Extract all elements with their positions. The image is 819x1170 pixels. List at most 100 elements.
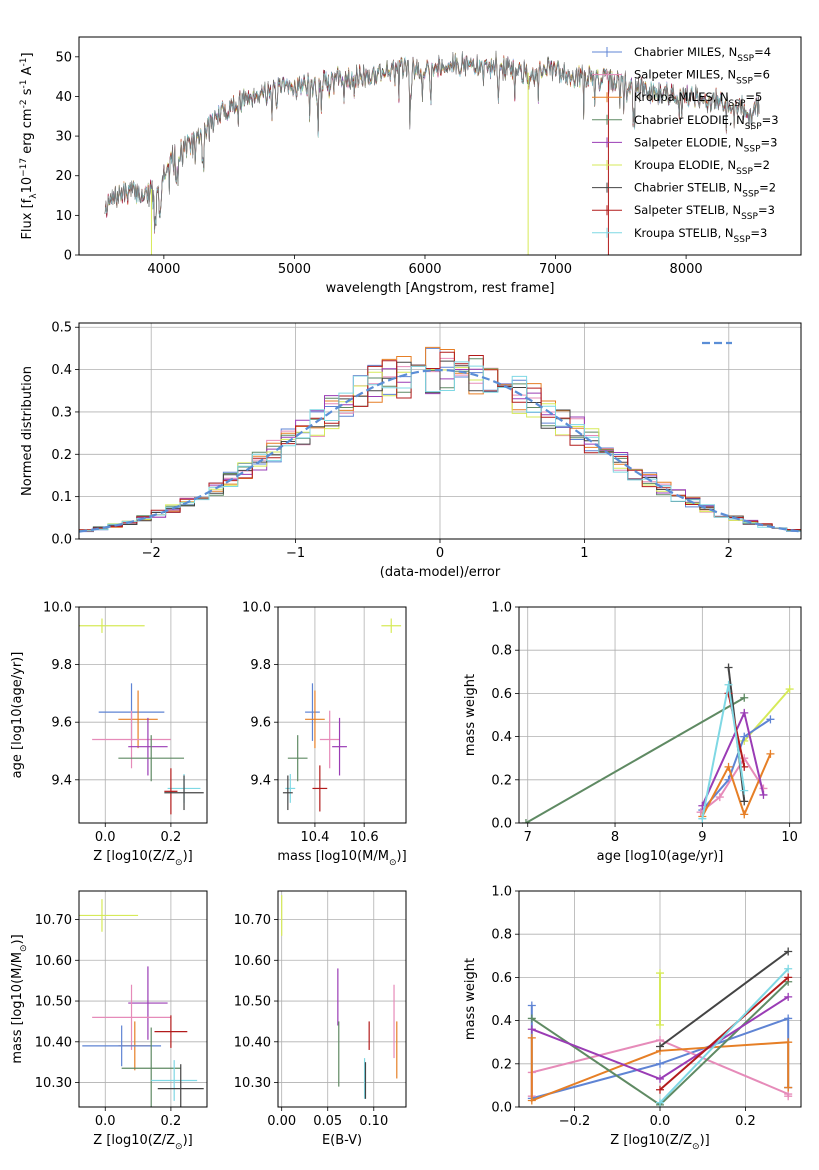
axes-frame <box>277 606 407 824</box>
x-tick-label: 6000 <box>408 262 441 277</box>
y-tick-label: 0.0 <box>491 817 512 832</box>
legend-label-salpeter_miles: Salpeter MILES, NSSP=6 <box>634 68 770 87</box>
weight-marker-chabrier_stelib <box>724 663 733 672</box>
axes-weight_vs_age: 7 8 9 10 0.0 0.2 0.4 0.6 0.8 1.0 age [log10(age/yr… <box>463 601 802 864</box>
x-tick-label: 5000 <box>278 262 311 277</box>
weight-marker-kroupa_stelib <box>784 964 793 973</box>
x-tick-label: 8 <box>611 830 619 845</box>
y-tick-label: 40 <box>55 90 72 105</box>
weight-marker-chabrier_elodie <box>740 693 749 702</box>
weight-marker-kroupa_elodie <box>656 969 664 978</box>
y-tick-label: 0.2 <box>491 773 512 788</box>
weight-marker-salpeter_elodie <box>527 1025 536 1034</box>
weight-marker-salpeter_miles <box>784 1092 793 1101</box>
x-tick-label: −0.2 <box>559 1114 591 1129</box>
weight-marker-kroupa_elodie <box>785 685 794 694</box>
axes-frame <box>518 606 802 824</box>
axes-age_vs_Z: 0.0 0.2 9.4 9.6 9.8 10.0 Z [log10(Z/Z⊙)] age [l… <box>10 601 208 868</box>
y-axis-label: Normed distribution <box>20 366 35 496</box>
x-tick-label: 7 <box>524 830 532 845</box>
plot-area <box>282 618 402 812</box>
weight-marker-chabrier_miles <box>766 715 775 724</box>
x-tick-label: 0.2 <box>161 1114 182 1129</box>
x-axis-label: Z [log10(Z/Z⊙)] <box>610 1133 709 1152</box>
weight-marker-chabrier_stelib <box>784 947 793 956</box>
axes-frame <box>78 36 802 256</box>
plot-area <box>79 618 204 815</box>
weight-marker-salpeter_elodie <box>784 992 793 1001</box>
x-tick-label: 0.0 <box>95 1114 116 1129</box>
x-tick-label: 8000 <box>670 262 703 277</box>
legend-label-kroupa_stelib: Kroupa STELIB, NSSP=3 <box>634 226 767 245</box>
y-tick-label: 10.60 <box>35 954 72 969</box>
axes-frame <box>78 606 208 824</box>
x-tick-label: 0.0 <box>650 1114 671 1129</box>
axes-spectrum: 4000 5000 6000 7000 8000 0 10 20 30 40 50 wavelengt… <box>19 36 802 296</box>
axes-residuals: −2 −1 0 1 2 0.0 0.1 0.2 0.3 0.4 0.5 (data-model)/er… <box>20 321 802 580</box>
legend-label-salpeter_elodie: Salpeter ELODIE, NSSP=3 <box>634 135 777 154</box>
y-axis-label: age [log10(age/yr)] <box>10 652 25 779</box>
y-tick-label: 10.40 <box>35 1035 72 1050</box>
weight-marker-kroupa_miles <box>740 810 749 819</box>
y-tick-label: 10.0 <box>43 601 72 616</box>
x-tick-label: 10.4 <box>300 830 329 845</box>
y-tick-label: 30 <box>55 130 72 145</box>
axes-mass_vs_ebv: 0.00 0.05 0.10 10.30 10.40 10.50 10.60 10.70 E(B… <box>234 890 407 1148</box>
legend-label-chabrier_miles: Chabrier MILES, NSSP=4 <box>634 45 771 64</box>
y-tick-label: 9.6 <box>51 716 72 731</box>
y-tick-label: 10.50 <box>234 995 271 1010</box>
legend-label-chabrier_elodie: Chabrier ELODIE, NSSP=3 <box>634 113 779 132</box>
y-axis-label: mass weight <box>463 674 478 756</box>
x-tick-label: 0.2 <box>161 830 182 845</box>
y-tick-label: 0.2 <box>491 1057 512 1072</box>
spectrum-legend: Chabrier MILES, NSSP=4 Salpeter MILES, NS… <box>592 45 779 245</box>
x-tick-label: 0 <box>436 546 444 561</box>
y-tick-label: 0.5 <box>51 321 72 336</box>
weight-line-kroupa_miles <box>701 753 772 818</box>
y-tick-label: 1.0 <box>491 601 512 616</box>
weight-line-kroupa_stelib <box>701 684 746 819</box>
y-tick-label: 0.1 <box>51 490 72 505</box>
weight-marker-kroupa_miles <box>784 1083 793 1092</box>
x-tick-label: 7000 <box>539 262 572 277</box>
y-tick-label: 9.4 <box>250 773 271 788</box>
weight-marker-chabrier_miles <box>784 1014 793 1023</box>
weight-line-chabrier_miles <box>701 718 771 811</box>
weight-marker-kroupa_stelib <box>740 786 749 795</box>
y-tick-label: 10.70 <box>35 913 72 928</box>
weight-marker-salpeter_stelib <box>784 973 793 982</box>
y-tick-label: 10.50 <box>35 995 72 1010</box>
legend-label-kroupa_elodie: Kroupa ELODIE, NSSP=2 <box>634 158 770 177</box>
y-axis-label: mass weight <box>463 958 478 1040</box>
axes-frame <box>277 890 407 1108</box>
plot-area <box>104 50 760 255</box>
x-tick-label: 2 <box>725 546 733 561</box>
y-tick-label: 0.6 <box>491 971 512 986</box>
weight-marker-kroupa_miles <box>784 1038 793 1047</box>
axes-age_vs_mass: 10.4 10.6 9.4 9.6 9.8 10.0 mass [log10(M/M⊙)] <box>242 601 407 869</box>
weight-line-chabrier_stelib <box>659 950 789 1048</box>
weight-marker-chabrier_miles <box>656 1059 664 1068</box>
weight-marker-chabrier_elodie <box>521 819 530 823</box>
x-tick-label: 4000 <box>147 262 180 277</box>
y-tick-label: 0.4 <box>491 1014 512 1029</box>
x-tick-label: 0.10 <box>359 1114 388 1129</box>
weight-marker-kroupa_elodie <box>656 1020 664 1029</box>
weight-marker-salpeter_elodie <box>740 708 749 717</box>
x-tick-label: −2 <box>142 546 161 561</box>
x-tick-label: 1 <box>580 546 588 561</box>
x-axis-label: mass [log10(M/M⊙)] <box>277 849 406 868</box>
y-tick-label: 0 <box>64 249 72 264</box>
weight-line-chabrier_elodie <box>525 696 745 823</box>
axes-frame <box>518 890 802 1108</box>
y-tick-label: 9.8 <box>250 658 271 673</box>
normal-curve <box>79 368 801 533</box>
legend-label-salpeter_stelib: Salpeter STELIB, NSSP=3 <box>634 203 775 222</box>
weight-marker-kroupa_stelib <box>656 1098 664 1107</box>
plot-area <box>79 899 204 1107</box>
y-tick-label: 10.70 <box>234 913 271 928</box>
legend-label-chabrier_stelib: Chabrier STELIB, NSSP=2 <box>634 181 776 200</box>
y-tick-label: 0.0 <box>51 533 72 548</box>
y-tick-label: 10 <box>55 209 72 224</box>
y-tick-label: 9.8 <box>51 658 72 673</box>
